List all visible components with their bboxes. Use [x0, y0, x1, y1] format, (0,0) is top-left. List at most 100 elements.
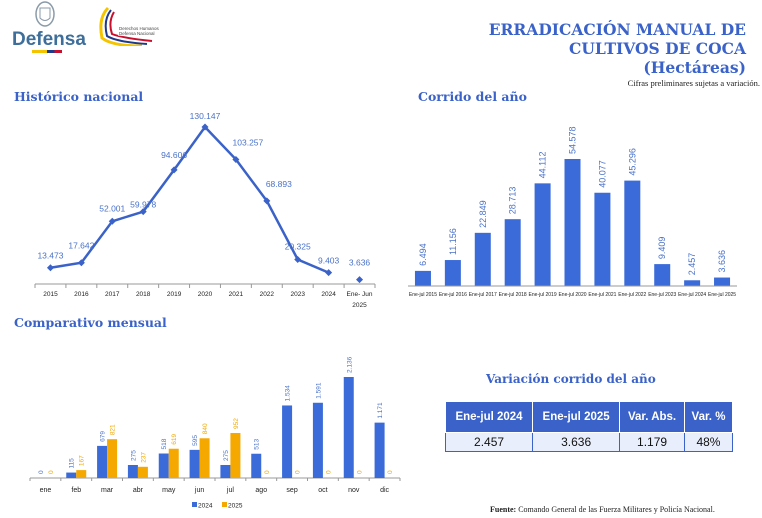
- legend-swatch-2025: [222, 502, 227, 507]
- bar-2024: [282, 405, 293, 478]
- source-text: Comando General de las Fuerza Militares …: [516, 505, 715, 514]
- legend-label-2024: 2024: [198, 503, 213, 510]
- x-tick-label: nov: [348, 487, 360, 494]
- x-tick-label: oct: [318, 487, 327, 494]
- svg-text:Defensa Nacional: Defensa Nacional: [119, 31, 155, 36]
- preliminary-note: Cifras preliminares sujetas a variación.: [627, 78, 760, 88]
- data-point: [77, 259, 85, 267]
- section-title-historico: Histórico nacional: [14, 89, 144, 104]
- data-label-2025: 0: [387, 470, 394, 474]
- x-tick-label: 2021: [229, 291, 244, 298]
- bar-2024: [158, 453, 169, 478]
- bar: [624, 180, 641, 286]
- data-label-2024: 513: [254, 439, 261, 450]
- variation-table-header: Ene-jul 2024 Ene-jul 2025 Var. Abs. Var.…: [444, 401, 734, 433]
- data-label-2025: 0: [264, 470, 271, 474]
- bar-2025: [230, 432, 241, 478]
- value-cell: 3.636: [532, 432, 621, 452]
- bar: [474, 232, 491, 286]
- data-label: 52.001: [99, 203, 125, 213]
- data-label-2024: 679: [100, 431, 107, 442]
- data-point: [46, 264, 54, 272]
- colombia-map-icon: Derechos Humanos Defensa Nacional: [99, 6, 160, 48]
- data-label-2024: 275: [130, 450, 137, 461]
- x-tick-label: feb: [71, 487, 81, 494]
- data-label-2025: 840: [202, 423, 209, 434]
- variation-table: Ene-jul 2024 Ene-jul 2025 Var. Abs. Var.…: [444, 401, 734, 452]
- x-tick-label: jul: [226, 487, 234, 494]
- title-line-3: (Hectáreas): [643, 58, 746, 77]
- x-tick-label: ene: [40, 487, 52, 494]
- header-cell: Ene-jul 2024: [444, 401, 534, 433]
- data-label-2025: 237: [140, 452, 147, 463]
- data-label: 28.713: [508, 187, 518, 215]
- bar: [504, 219, 521, 286]
- x-tick-label: jun: [194, 487, 204, 494]
- bar-2024: [97, 445, 108, 478]
- bar: [444, 260, 461, 286]
- bar-2025: [199, 438, 210, 478]
- data-label: 11.156: [448, 228, 458, 255]
- x-tick-label: 2025: [352, 302, 367, 309]
- bar-2024: [66, 472, 77, 478]
- defensa-logo-text: Defensa: [12, 29, 86, 50]
- data-point: [201, 123, 209, 131]
- legend-swatch-2024: [192, 502, 197, 507]
- data-label: 9.403: [318, 256, 340, 266]
- x-tick-label: may: [162, 487, 176, 494]
- bar-2024: [220, 464, 231, 478]
- data-label: 103.257: [233, 137, 264, 147]
- data-point: [108, 217, 116, 225]
- title-line-1: ERRADICACIÓN MANUAL DE: [488, 20, 746, 39]
- svg-text:Derechos Humanos: Derechos Humanos: [119, 26, 160, 31]
- header-cell: Var. %: [683, 401, 734, 433]
- data-label: 54.578: [568, 126, 578, 154]
- bar: [564, 159, 581, 286]
- x-tick-label: dic: [380, 487, 389, 494]
- bar-2024: [343, 377, 354, 478]
- x-tick-label: 2023: [290, 291, 305, 298]
- section-title-corrido: Corrido del año: [418, 89, 527, 104]
- data-label-2024: 0: [38, 470, 45, 474]
- x-tick-label: Ene-jul 2022: [618, 292, 646, 298]
- coat-of-arms-icon: [35, 1, 55, 27]
- data-label: 3.636: [349, 258, 371, 268]
- title-line-2: CULTIVOS DE COCA: [569, 39, 746, 58]
- x-tick-label: 2024: [321, 291, 336, 298]
- section-title-variacion: Variación corrido del año: [486, 372, 656, 386]
- x-tick-label: Ene- Jun: [347, 291, 373, 298]
- historic-line-chart: 13.473 2015 17.642 2016 52.001 2017 59.978 2018…: [34, 111, 376, 309]
- data-label: 130.147: [190, 111, 221, 121]
- data-label: 6.494: [418, 243, 428, 266]
- data-point: [139, 208, 147, 216]
- bar: [534, 183, 551, 286]
- data-label: 59.978: [130, 200, 156, 210]
- source-label: Fuente:: [490, 505, 517, 514]
- value-cell: 48%: [683, 432, 734, 452]
- page-title: ERRADICACIÓN MANUAL DE CULTIVOS DE COCA …: [489, 20, 746, 77]
- bar-2024: [127, 464, 138, 478]
- data-label-2025: 0: [295, 470, 302, 474]
- value-cell: 1.179: [619, 432, 685, 452]
- data-label: 45.296: [627, 148, 637, 176]
- bar-2025: [137, 466, 148, 478]
- data-point: [294, 255, 302, 263]
- data-point: [263, 197, 271, 205]
- data-label-2025: 619: [171, 434, 178, 445]
- x-tick-label: sep: [286, 487, 297, 494]
- header-cell: Ene-jul 2025: [532, 401, 621, 433]
- data-point: [325, 269, 333, 277]
- data-label-2024: 1.591: [315, 382, 322, 399]
- data-label: 9.409: [657, 237, 667, 260]
- x-tick-label: Ene-jul 2023: [648, 292, 676, 298]
- data-label-2024: 518: [161, 438, 168, 449]
- bar: [684, 280, 701, 286]
- x-tick-label: abr: [133, 487, 144, 494]
- header-cell: Var. Abs.: [619, 401, 685, 433]
- data-label-2024: 1.171: [377, 402, 384, 419]
- x-tick-label: Ene-jul 2021: [588, 292, 616, 298]
- legend-label-2025: 2025: [228, 503, 243, 510]
- data-label-2024: 595: [192, 435, 199, 446]
- bar: [714, 277, 731, 286]
- data-label-2025: 167: [79, 455, 86, 466]
